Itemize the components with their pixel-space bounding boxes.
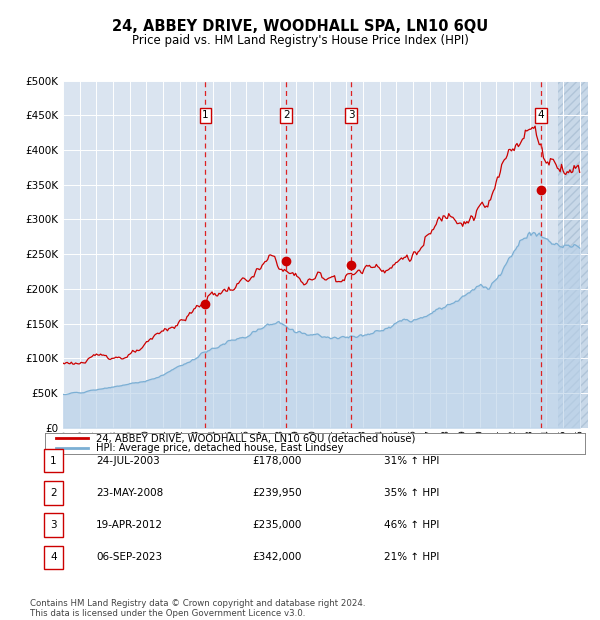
Text: Price paid vs. HM Land Registry's House Price Index (HPI): Price paid vs. HM Land Registry's House … [131, 34, 469, 46]
Text: 3: 3 [50, 520, 57, 530]
Text: 4: 4 [50, 552, 57, 562]
Text: 19-APR-2012: 19-APR-2012 [96, 520, 163, 530]
Text: 24, ABBEY DRIVE, WOODHALL SPA, LN10 6QU: 24, ABBEY DRIVE, WOODHALL SPA, LN10 6QU [112, 19, 488, 33]
Text: 23-MAY-2008: 23-MAY-2008 [96, 488, 163, 498]
Bar [558, 81, 588, 428]
Text: £342,000: £342,000 [252, 552, 301, 562]
Text: 2: 2 [283, 110, 289, 120]
Text: 06-SEP-2023: 06-SEP-2023 [96, 552, 162, 562]
Text: 2: 2 [50, 488, 57, 498]
Text: Contains HM Land Registry data © Crown copyright and database right 2024.: Contains HM Land Registry data © Crown c… [30, 600, 365, 608]
Text: 35% ↑ HPI: 35% ↑ HPI [384, 488, 439, 498]
Text: £235,000: £235,000 [252, 520, 301, 530]
Text: This data is licensed under the Open Government Licence v3.0.: This data is licensed under the Open Gov… [30, 609, 305, 618]
Text: 1: 1 [202, 110, 209, 120]
Text: 3: 3 [348, 110, 355, 120]
Text: HPI: Average price, detached house, East Lindsey: HPI: Average price, detached house, East… [96, 443, 344, 453]
Text: 4: 4 [538, 110, 544, 120]
Text: 24-JUL-2003: 24-JUL-2003 [96, 456, 160, 466]
Text: 31% ↑ HPI: 31% ↑ HPI [384, 456, 439, 466]
Text: 46% ↑ HPI: 46% ↑ HPI [384, 520, 439, 530]
Text: 21% ↑ HPI: 21% ↑ HPI [384, 552, 439, 562]
Text: £178,000: £178,000 [252, 456, 301, 466]
Text: 1: 1 [50, 456, 57, 466]
Text: £239,950: £239,950 [252, 488, 302, 498]
Text: 24, ABBEY DRIVE, WOODHALL SPA, LN10 6QU (detached house): 24, ABBEY DRIVE, WOODHALL SPA, LN10 6QU … [96, 433, 416, 443]
